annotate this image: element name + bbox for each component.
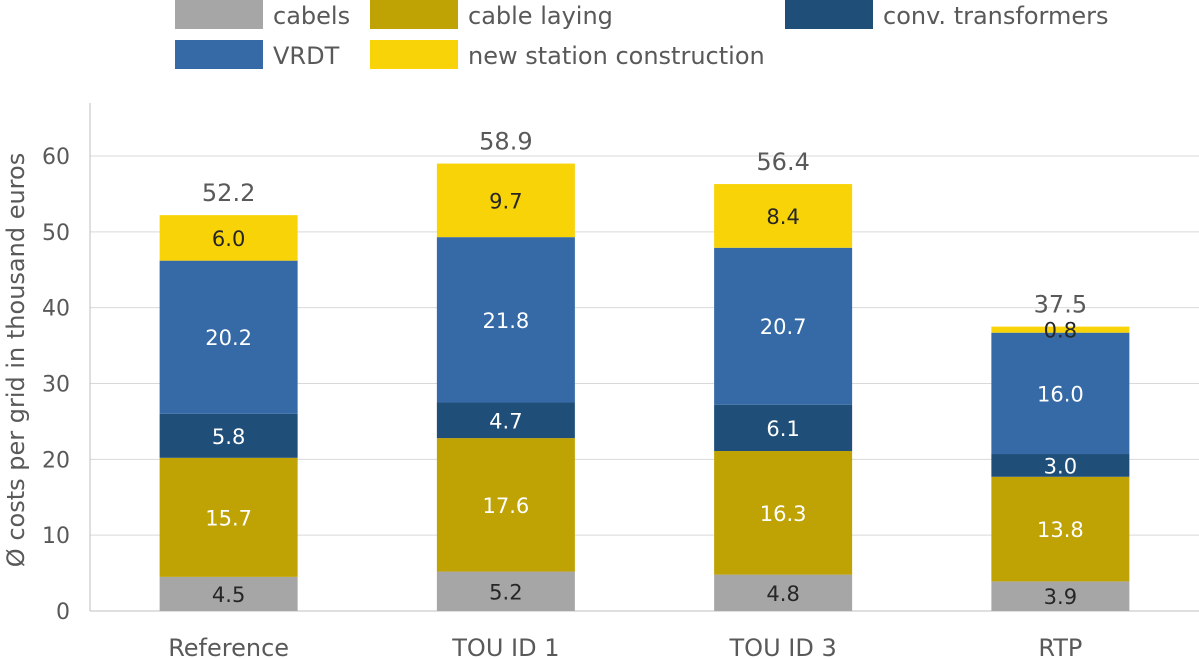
- segment-value-label: 5.8: [212, 425, 245, 449]
- legend-label: new station construction: [468, 42, 765, 70]
- legend-swatch: [175, 40, 263, 69]
- segment-value-label: 20.7: [760, 315, 807, 339]
- segment-value-label: 16.0: [1037, 382, 1084, 406]
- bar-segment: [436, 438, 575, 572]
- bar-segment: [991, 454, 1130, 477]
- bar-segment: [159, 457, 298, 577]
- y-axis-label: Ø costs per grid in thousand euros: [2, 153, 30, 567]
- segment-value-label: 3.9: [1044, 585, 1077, 609]
- segment-value-label: 5.2: [489, 580, 522, 604]
- segment-value-label: 9.7: [489, 189, 522, 213]
- bar-total-label: 52.2: [202, 179, 255, 207]
- segment-value-label: 21.8: [482, 309, 529, 333]
- bar-segment: [436, 237, 575, 403]
- bar-segment: [991, 332, 1130, 455]
- y-tick-label: 60: [42, 145, 70, 170]
- bar-total-label: 58.9: [479, 128, 532, 156]
- legend-label: VRDT: [273, 42, 340, 70]
- segment-value-label: 6.1: [766, 417, 799, 441]
- bar-segment: [159, 260, 298, 414]
- x-axis-categories: Reference TOU ID 1 TOU ID 3 RTP: [168, 634, 1082, 659]
- bar-segment: [436, 402, 575, 439]
- x-category-label: RTP: [1038, 634, 1082, 659]
- legend-item: cabels: [175, 0, 350, 30]
- segment-value-label: 6.0: [212, 227, 245, 251]
- segment-value-label: 0.8: [1044, 319, 1077, 343]
- bar-stack-1: 5.2 17.6 4.7 21.8 9.7 58.9: [436, 128, 575, 611]
- bar-stack-2: 4.8 16.3 6.1 20.7 8.4 56.4: [714, 148, 853, 611]
- legend-label: cable laying: [468, 2, 613, 30]
- x-category-label: Reference: [168, 634, 289, 659]
- bar-segment: [159, 576, 298, 611]
- legend-swatch: [370, 0, 458, 29]
- bar-total-label: 56.4: [756, 148, 809, 176]
- segment-value-label: 4.5: [212, 583, 245, 607]
- bars: 4.5 15.7 5.8 20.2 6.0 52.2 5.2 17.6 4.7 21.8 9.7 58…: [159, 128, 1130, 611]
- y-tick-label: 50: [42, 221, 70, 246]
- legend-item: new station construction: [370, 40, 765, 70]
- legend-item: cable laying: [370, 0, 613, 30]
- segment-value-label: 3.0: [1044, 454, 1077, 478]
- bar-segment: [436, 571, 575, 611]
- legend-label: conv. transformers: [883, 2, 1108, 30]
- bar-segment: [159, 413, 298, 458]
- bar-segment: [436, 163, 575, 238]
- segment-value-label: 20.2: [205, 326, 252, 350]
- y-axis-ticks: 0 10 20 30 40 50 60: [42, 145, 70, 625]
- bar-segment: [991, 476, 1130, 582]
- y-tick-label: 30: [42, 373, 70, 398]
- segment-value-label: 8.4: [766, 205, 799, 229]
- legend-swatch: [175, 0, 263, 29]
- y-tick-label: 0: [56, 600, 70, 625]
- bar-segment: [714, 247, 853, 405]
- bar-stack-0: 4.5 15.7 5.8 20.2 6.0 52.2: [159, 179, 298, 611]
- segment-value-label: 13.8: [1037, 518, 1084, 542]
- segment-value-label: 16.3: [760, 502, 807, 526]
- legend-swatch: [370, 40, 458, 69]
- bar-segment: [714, 404, 853, 451]
- legend-swatch: [785, 0, 873, 29]
- bar-total-label: 37.5: [1034, 291, 1087, 319]
- bar-stack-3: 3.9 13.8 3.0 16.0 0.837.5: [991, 291, 1130, 611]
- legend-item: VRDT: [175, 40, 340, 70]
- bar-segment: [714, 574, 853, 611]
- segment-value-label: 4.7: [489, 409, 522, 433]
- segment-value-label: 4.8: [766, 582, 799, 606]
- legend-item: conv. transformers: [785, 0, 1108, 30]
- x-category-label: TOU ID 1: [451, 634, 559, 659]
- segment-value-label: 17.6: [482, 494, 529, 518]
- y-tick-label: 20: [42, 448, 70, 473]
- x-category-label: TOU ID 3: [729, 634, 837, 659]
- bar-segment: [714, 450, 853, 575]
- bar-segment: [159, 215, 298, 261]
- bar-segment: [991, 581, 1130, 611]
- bar-segment: [991, 326, 1130, 333]
- y-tick-label: 10: [42, 524, 70, 549]
- y-tick-label: 40: [42, 297, 70, 322]
- segment-value-label: 15.7: [205, 506, 252, 530]
- legend-label: cabels: [273, 2, 350, 30]
- bar-segment: [714, 184, 853, 248]
- legend: cabels cable laying conv. transformers VRDT…: [175, 0, 1108, 70]
